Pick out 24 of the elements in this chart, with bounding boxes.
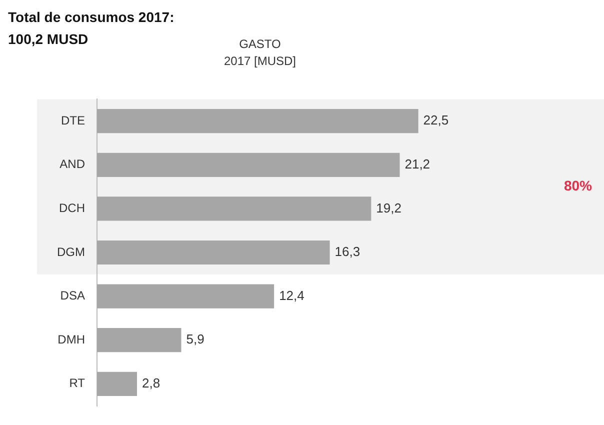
bar: [96, 152, 400, 177]
chart-title: Total de consumos 2017: 100,2 MUSD: [8, 8, 174, 49]
y-tick-label: DMH: [58, 332, 85, 346]
data-label: 2,8: [142, 375, 160, 390]
bar: [96, 240, 330, 265]
bar: [96, 109, 418, 134]
bar: [96, 372, 137, 396]
y-tick-label: DGM: [56, 244, 85, 259]
bar: [96, 196, 372, 221]
data-label: 21,2: [404, 156, 430, 172]
data-label: 22,5: [423, 112, 449, 128]
y-tick-label: RT: [69, 376, 86, 390]
y-tick-label: DTE: [60, 113, 85, 128]
y-tick-label: DCH: [58, 201, 85, 216]
x-axis-title: GASTO 2017 [MUSD]: [222, 36, 298, 70]
bar: [96, 284, 274, 308]
band-label: 80%: [564, 178, 593, 194]
data-label: 12,4: [279, 288, 304, 303]
y-tick-label: AND: [60, 157, 86, 172]
bar: [96, 328, 182, 352]
data-label: 16,3: [334, 244, 360, 260]
data-label: 5,9: [186, 332, 204, 347]
data-label: 19,2: [376, 200, 402, 216]
y-tick-label: DSA: [60, 288, 85, 303]
